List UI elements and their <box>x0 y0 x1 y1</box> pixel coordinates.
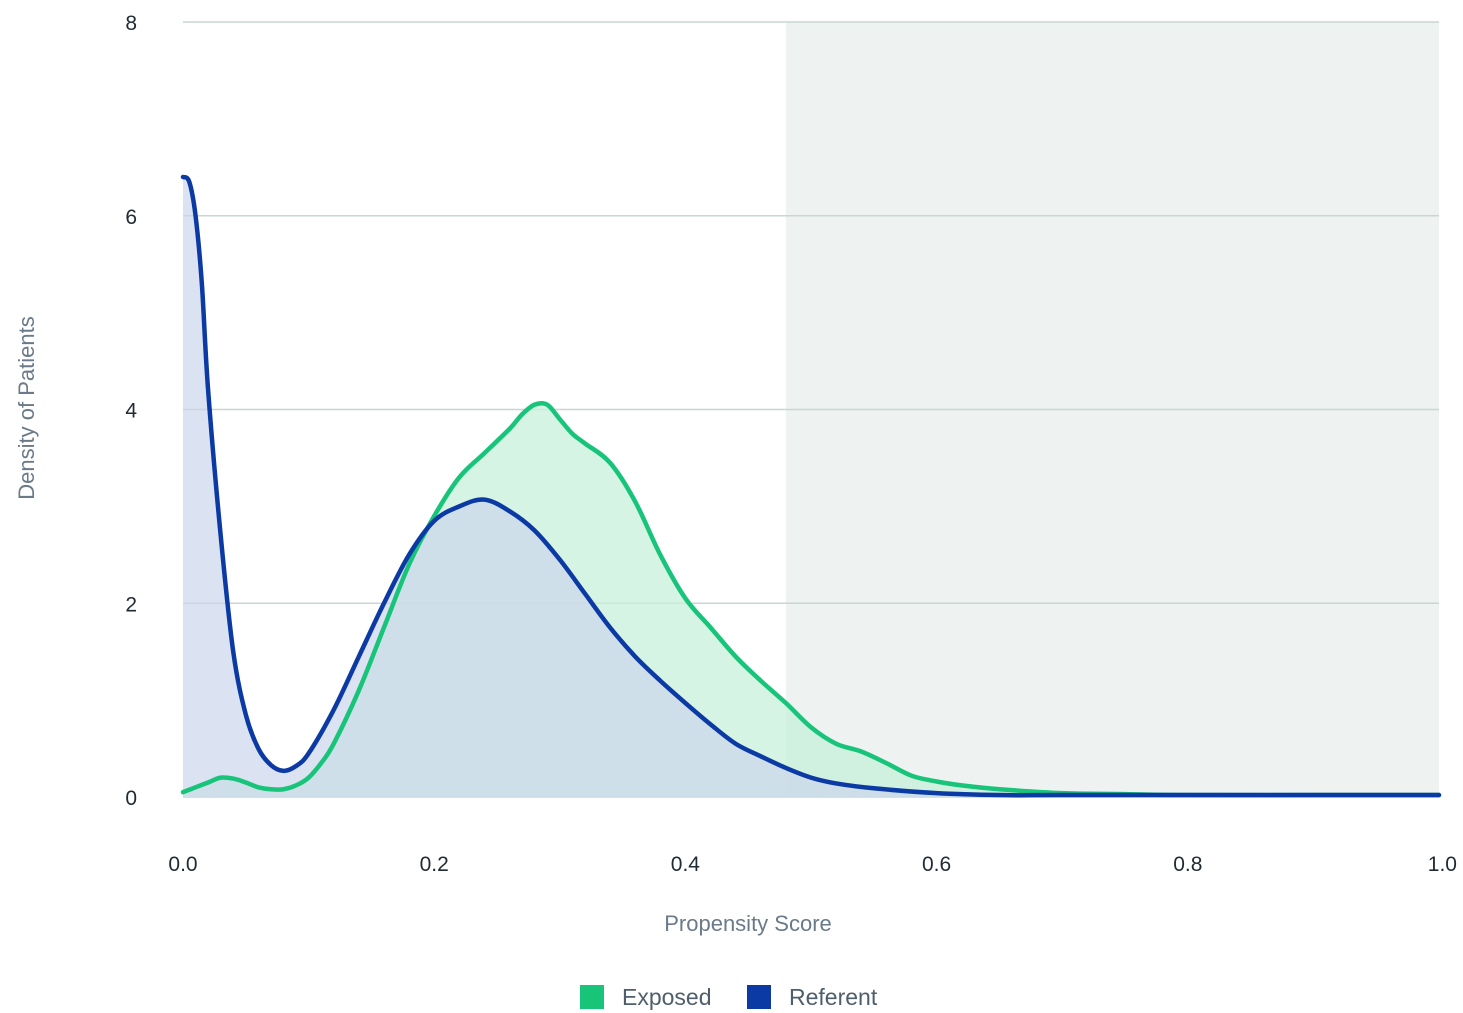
y-tick-label: 2 <box>125 593 137 616</box>
x-axis-ticks: 0.0 0.2 0.4 0.6 0.8 1.0 <box>168 853 1457 876</box>
referent-line <box>180 174 1442 798</box>
y-axis-label: Density of Patients <box>14 316 39 499</box>
x-axis-label: Propensity Score <box>664 911 832 936</box>
x-tick-label: 0.8 <box>1173 853 1202 876</box>
legend: Exposed Referent <box>580 984 878 1010</box>
y-tick-label: 4 <box>125 400 137 423</box>
legend-label-referent: Referent <box>789 984 878 1010</box>
referent-area <box>183 177 1439 797</box>
y-tick-label: 0 <box>125 787 137 810</box>
y-tick-label: 6 <box>125 206 137 229</box>
legend-swatch-exposed <box>580 985 604 1009</box>
y-axis-ticks: 0 2 4 6 8 <box>125 12 137 810</box>
y-tick-label: 8 <box>125 12 137 35</box>
legend-swatch-referent <box>747 985 771 1009</box>
exposed-line <box>180 400 1442 798</box>
x-tick-label: 0.4 <box>671 853 701 876</box>
legend-label-exposed: Exposed <box>622 984 712 1010</box>
x-tick-label: 0.0 <box>168 853 197 876</box>
x-tick-label: 0.2 <box>420 853 449 876</box>
x-tick-label: 1.0 <box>1428 853 1457 876</box>
x-tick-label: 0.6 <box>922 853 951 876</box>
series-lines <box>180 174 1442 798</box>
